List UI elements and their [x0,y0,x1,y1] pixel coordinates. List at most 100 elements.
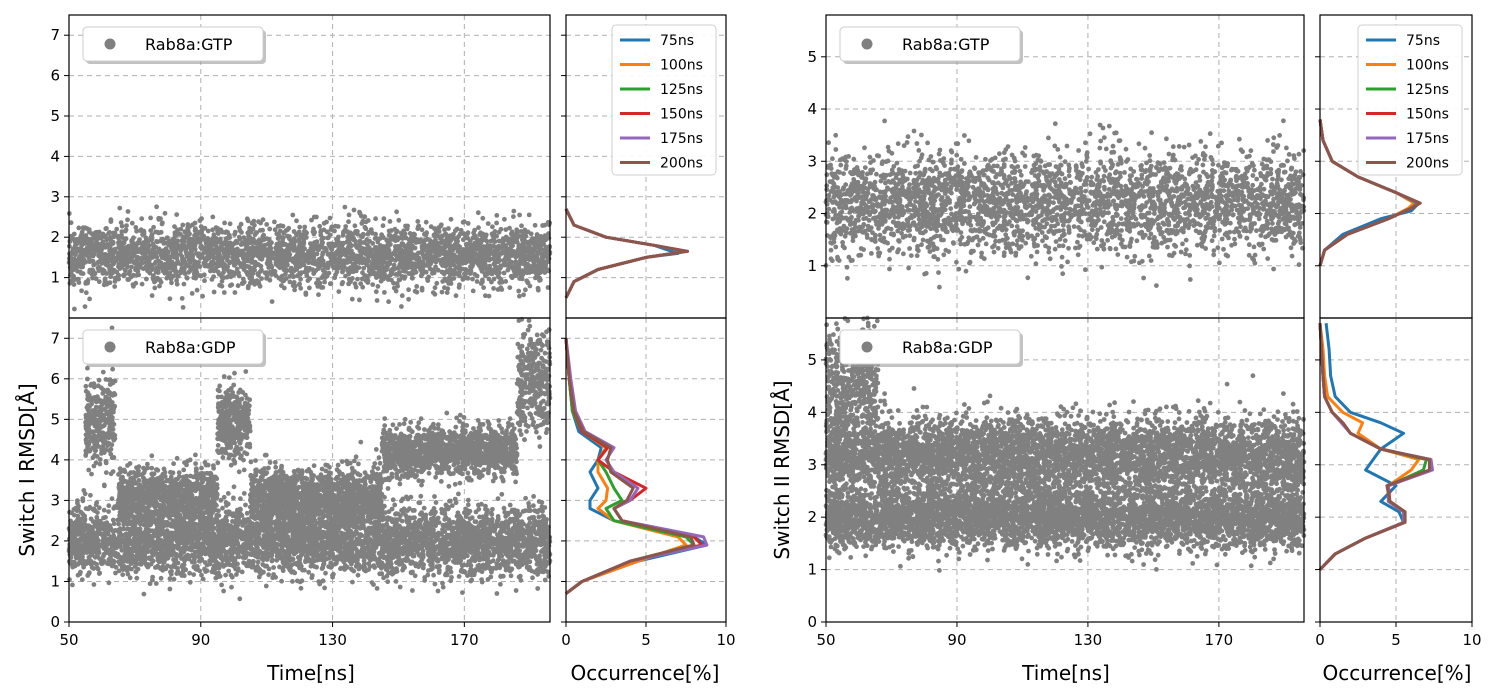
s1-gtp-point [502,217,507,222]
s1-gtp-point [294,218,299,223]
s1-gtp-point [329,281,334,286]
s1-gtp-point [489,239,494,244]
s1-gtp-point [463,271,468,276]
s1-gtp-point [251,219,256,224]
s1-gtp-point [228,221,233,226]
s1-gtp-point [220,230,225,235]
s1-gtp-point [353,223,358,228]
s1-gtp-point [453,228,458,233]
s1-gtp-point [462,219,467,224]
s1-gtp-point [336,289,341,294]
s1-gtp-point [272,220,277,225]
s1-gtp-point [76,226,81,231]
s1-gtp-point [202,272,207,277]
s1-gtp-point [403,274,408,279]
s1-gtp-point [424,220,429,225]
s1-gtp-point [151,225,156,230]
s1-gtp-point [463,267,468,272]
s1-gtp-point [366,232,371,237]
s1-gtp-point [494,213,499,218]
s1-gtp-point [79,288,84,293]
s1-gtp-point [222,221,227,226]
s1-gtp-point [472,228,477,233]
s1-gtp-point [298,286,303,291]
s1-gtp-point [449,217,454,222]
s1-gtp-point [516,289,521,294]
s1-gtp-point [481,285,486,290]
s1-gtp-point [119,233,124,238]
s1-gtp-point [297,225,302,230]
s1-gtp-point [523,287,528,292]
s1-gtp-point [229,282,234,287]
s1-gtp-point [406,287,411,292]
s1-gtp-point [190,291,195,296]
s1-gtp-point [233,290,238,295]
s1-gtp-point [87,268,92,273]
s1-gtp-point [442,227,447,232]
s1-gtp-point [376,284,381,289]
s1-gtp-point [471,289,476,294]
s1-gtp-point [406,297,411,302]
s1-gtp-point [357,298,362,303]
s1-gtp-point [84,290,89,295]
s1-gtp-point [354,264,359,269]
s1-gtp-point [507,285,512,290]
s1-gtp-point [381,223,386,228]
s1-gtp-point [491,286,496,291]
s1-gtp-point [375,298,380,303]
s1-gtp-point [414,284,419,289]
s1-gtp-point [439,236,444,241]
s1-gtp-point [420,286,425,291]
s1-gtp-point [350,297,355,302]
chart-panels: 1234567 Rab8a:GTP 75ns100ns125ns150ns175ns… [50,15,1481,649]
s1-gtp-point [258,228,263,233]
s1-gtp-point [373,216,378,221]
s1-gtp-point [222,290,227,295]
s1-gtp-point [480,216,485,221]
s1-gtp-point [125,217,130,222]
s1-gtp-point [317,224,322,229]
s1-gtp-point [400,293,405,298]
s1-gtp-point [502,271,507,276]
s1-gtp-point [476,210,481,215]
s1-gtp-point [182,282,187,287]
s1-gtp-point [109,217,114,222]
s1-gtp-point [396,218,401,223]
s1-gtp-point [87,297,92,302]
s1-gtp-point [325,236,330,241]
s1-gtp-point [191,275,196,280]
s1-gtp-point [472,272,477,277]
s1-gtp-point [415,219,420,224]
s1-gtp-point [483,293,488,298]
s1-gtp-point [470,277,475,282]
s1-gtp-point [307,286,312,291]
s1-gtp-point [152,280,157,285]
s1-gtp-point [174,212,179,217]
s1-gtp-point [265,236,270,241]
s1-gtp-point [459,228,464,233]
s1-gtp-point [280,274,285,279]
s1-gtp-point [366,218,371,223]
s1-gtp-point [479,281,484,286]
s1-gtp-point [429,224,434,229]
s1-gtp-point [413,289,418,294]
s1-gtp-point [355,277,360,282]
s1-gtp-point [370,282,375,287]
s1-gtp-point [511,209,516,214]
s1-gtp-point [440,290,445,295]
s1-gtp-point [316,292,321,297]
s1-gtp-point [493,239,498,244]
s1-gtp-point [521,292,526,297]
s1-gtp-point [437,229,442,234]
s1-gtp-point [267,227,272,232]
s1-gtp-point [519,223,524,228]
s1-gtp-point [103,276,108,281]
s1-gtp-point [186,270,191,275]
s1-gtp-point [405,227,410,232]
s1-gtp-point [83,304,88,309]
s1-gtp-point [68,239,73,244]
figure: 1234567 Rab8a:GTP 75ns100ns125ns150ns175ns… [0,0,1500,698]
s1-gtp-point [434,281,439,286]
s1-gtp-point [261,233,266,238]
s1-gtp-point [133,225,138,230]
